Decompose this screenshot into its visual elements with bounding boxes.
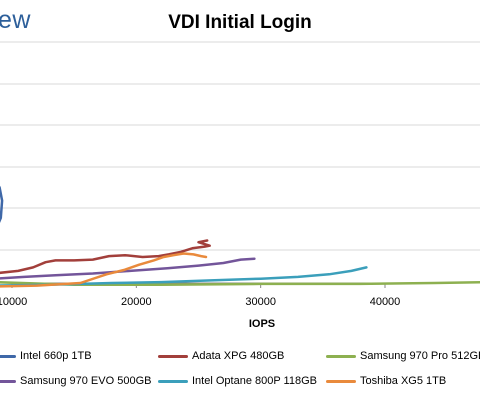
legend-swatch bbox=[0, 354, 16, 358]
x-tick-label: 30000 bbox=[245, 296, 276, 308]
x-axis-title: IOPS bbox=[249, 318, 275, 330]
x-axis-ticks: 10000 20000 30000 40000 bbox=[0, 283, 400, 308]
watermark-logo: ew bbox=[0, 6, 31, 34]
legend-item: Intel 660p 1TB bbox=[0, 350, 92, 362]
legend-label: Intel 660p 1TB bbox=[20, 350, 92, 362]
legend-swatch bbox=[158, 379, 188, 383]
legend-label: Toshiba XG5 1TB bbox=[360, 375, 447, 387]
legend-item: Intel Optane 800P 118GB bbox=[158, 375, 317, 387]
chart-title: VDI Initial Login bbox=[168, 12, 312, 33]
x-tick-label: 20000 bbox=[121, 296, 152, 308]
series-line-2 bbox=[0, 239, 211, 275]
legend-swatch bbox=[158, 354, 188, 358]
series-line-4 bbox=[0, 257, 256, 280]
legend-label: Adata XPG 480GB bbox=[192, 350, 285, 362]
gridlines bbox=[0, 41, 480, 251]
legend-item: Samsung 970 EVO 500GB bbox=[0, 375, 151, 387]
series-line-1 bbox=[0, 185, 4, 223]
legend-item: Toshiba XG5 1TB bbox=[326, 375, 446, 387]
x-tick-label: 10000 bbox=[0, 296, 27, 308]
legend-item: Samsung 970 Pro 512GB bbox=[326, 350, 480, 362]
legend-label: Samsung 970 Pro 512GB bbox=[360, 350, 480, 362]
legend-item: Adata XPG 480GB bbox=[158, 350, 284, 362]
legend-label: Samsung 970 EVO 500GB bbox=[20, 375, 152, 387]
series-lines bbox=[0, 185, 480, 288]
legend-swatch bbox=[0, 379, 16, 383]
x-tick-label: 40000 bbox=[370, 296, 401, 308]
legend: Intel 660p 1TB Adata XPG 480GB Samsung 970… bbox=[0, 344, 480, 394]
legend-swatch bbox=[326, 379, 356, 383]
series-line-6 bbox=[0, 252, 208, 288]
legend-swatch bbox=[326, 354, 356, 358]
legend-label: Intel Optane 800P 118GB bbox=[192, 375, 317, 387]
